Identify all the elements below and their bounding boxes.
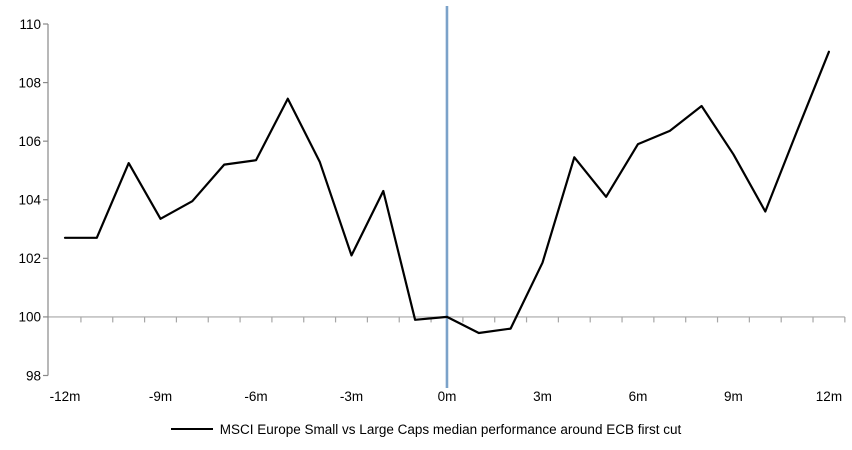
x-axis-label: 3m	[533, 389, 552, 404]
y-axis-label: 102	[18, 251, 41, 266]
x-axis-label: -6m	[244, 389, 267, 404]
x-axis-label: -3m	[340, 389, 363, 404]
y-axis-label: 98	[26, 368, 41, 383]
x-axis-label: -12m	[50, 389, 81, 404]
y-axis-label: 104	[18, 193, 41, 208]
x-axis-label: -9m	[149, 389, 172, 404]
series-line	[63, 50, 831, 335]
legend-label: MSCI Europe Small vs Large Caps median p…	[219, 421, 682, 437]
y-axis-label: 110	[19, 17, 41, 32]
legend: MSCI Europe Small vs Large Caps median p…	[0, 418, 852, 440]
legend-line-sample	[170, 428, 213, 430]
x-axis-label: 9m	[724, 389, 743, 404]
x-axis-label: 0m	[438, 389, 457, 404]
y-axis-label: 100	[18, 310, 41, 325]
x-axis-label: 12m	[816, 389, 842, 404]
y-axis-label: 106	[18, 134, 41, 149]
x-axis-label: 6m	[629, 389, 648, 404]
y-axis-label: 108	[18, 75, 41, 90]
